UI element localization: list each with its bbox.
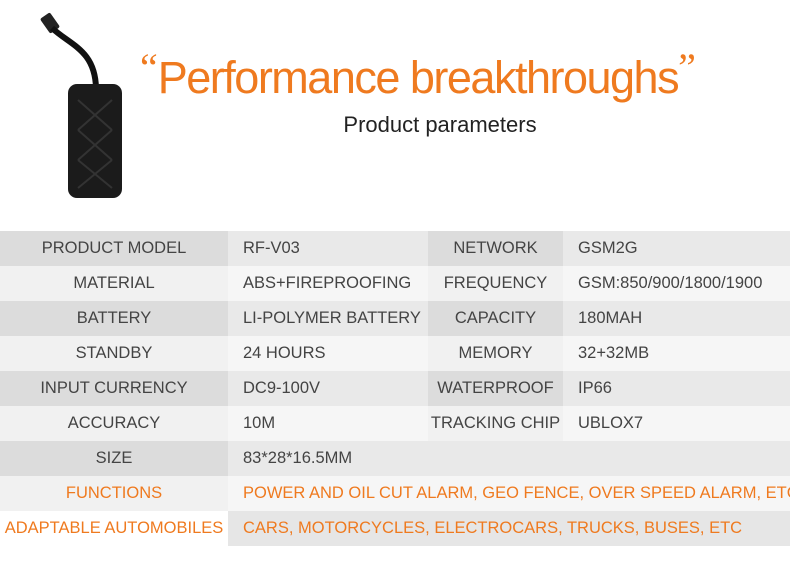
spec-value: LI-POLYMER BATTERY <box>228 301 428 336</box>
spec-row: ADAPTABLE AUTOMOBILES CARS, MOTORCYCLES, … <box>0 511 790 546</box>
title: “Performance breakthroughs” <box>140 44 760 104</box>
spec-value: 24 HOURS <box>228 336 428 371</box>
spec-value: POWER AND OIL CUT ALARM, GEO FENCE, OVER… <box>228 476 790 511</box>
spec-label: WATERPROOF <box>428 371 563 406</box>
spec-label: NETWORK <box>428 231 563 266</box>
spec-value: RF-V03 <box>228 231 428 266</box>
spec-value: UBLOX7 <box>563 406 790 441</box>
spec-row: STANDBY 24 HOURS MEMORY 32+32MB <box>0 336 790 371</box>
subtitle: Product parameters <box>343 112 537 137</box>
spec-label: ADAPTABLE AUTOMOBILES <box>0 511 228 546</box>
spec-label: PRODUCT MODEL <box>0 231 228 266</box>
spec-label: STANDBY <box>0 336 228 371</box>
spec-table: PRODUCT MODEL RF-V03 NETWORK GSM2G MATERIAL A… <box>0 231 790 546</box>
spec-label: FREQUENCY <box>428 266 563 301</box>
spec-label: INPUT CURRENCY <box>0 371 228 406</box>
spec-row: INPUT CURRENCY DC9-100V WATERPROOF IP66 <box>0 371 790 406</box>
spec-row: FUNCTIONS POWER AND OIL CUT ALARM, GEO FE… <box>0 476 790 511</box>
spec-label: FUNCTIONS <box>0 476 228 511</box>
spec-row: MATERIAL ABS+FIREPROOFING FREQUENCY GSM:850… <box>0 266 790 301</box>
spec-row: ACCURACY 10M TRACKING CHIP UBLOX7 <box>0 406 790 441</box>
spec-label: CAPACITY <box>428 301 563 336</box>
spec-label: MATERIAL <box>0 266 228 301</box>
spec-row: SIZE 83*28*16.5MM <box>0 441 790 476</box>
spec-label: BATTERY <box>0 301 228 336</box>
device-image <box>40 12 122 198</box>
spec-value: GSM:850/900/1800/1900 <box>563 266 790 301</box>
spec-value: CARS, MOTORCYCLES, ELECTROCARS, TRUCKS, … <box>228 511 790 546</box>
spec-value: 32+32MB <box>563 336 790 371</box>
spec-label: SIZE <box>0 441 228 476</box>
spec-value: DC9-100V <box>228 371 428 406</box>
spec-value: 10M <box>228 406 428 441</box>
spec-value: ABS+FIREPROOFING <box>228 266 428 301</box>
spec-row: PRODUCT MODEL RF-V03 NETWORK GSM2G <box>0 231 790 266</box>
spec-label: ACCURACY <box>0 406 228 441</box>
spec-label: TRACKING CHIP <box>428 406 563 441</box>
quote-close: ” <box>678 45 696 90</box>
spec-value: GSM2G <box>563 231 790 266</box>
spec-label: MEMORY <box>428 336 563 371</box>
spec-value: 83*28*16.5MM <box>228 441 790 476</box>
spec-value: 180MAH <box>563 301 790 336</box>
title-text: Performance breakthroughs <box>157 52 680 103</box>
quote-open: “ <box>140 45 158 90</box>
spec-value: IP66 <box>563 371 790 406</box>
spec-row: BATTERY LI-POLYMER BATTERY CAPACITY 180MAH <box>0 301 790 336</box>
